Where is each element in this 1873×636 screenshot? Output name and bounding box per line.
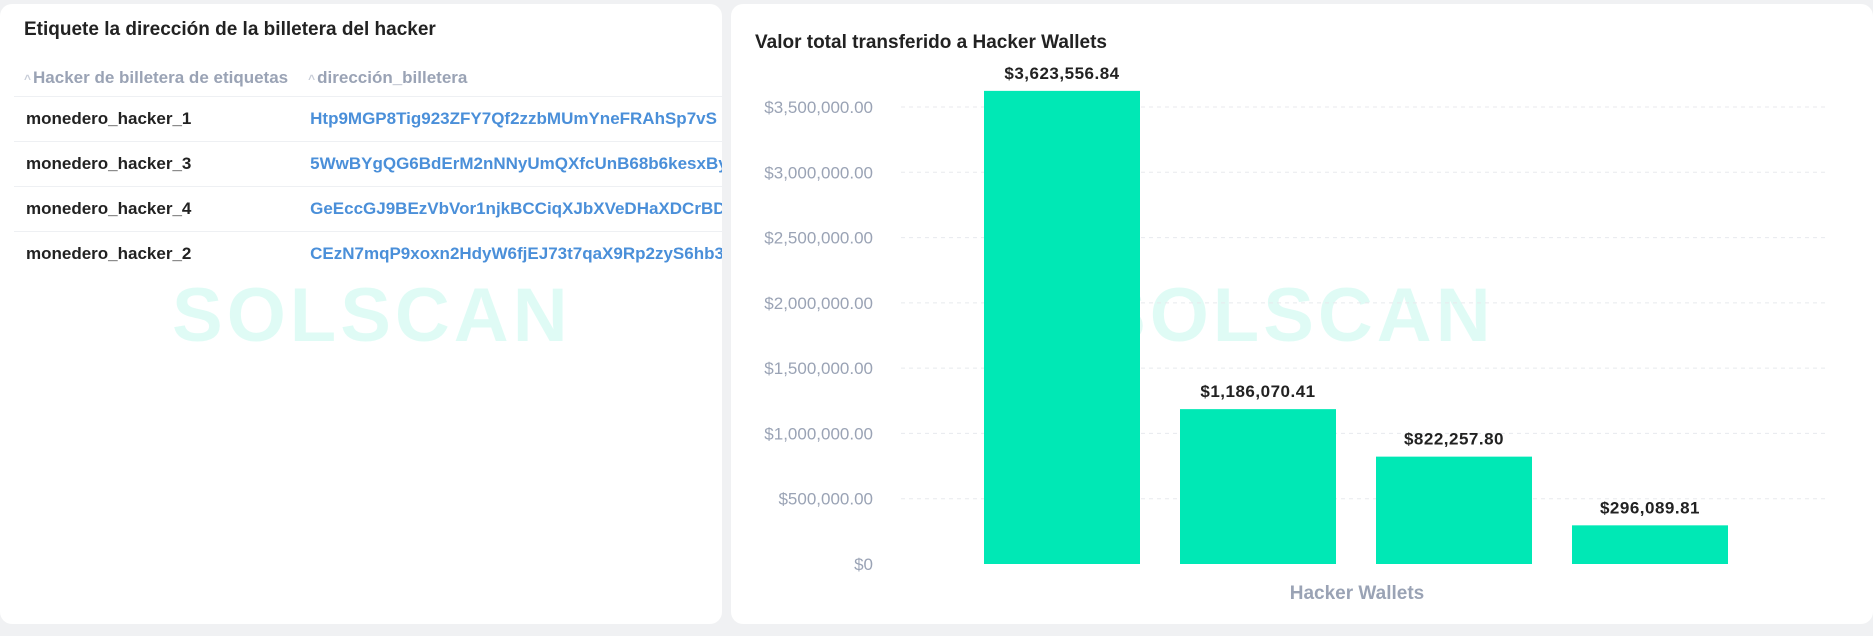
wallet-label: monedero_hacker_3 bbox=[14, 141, 299, 187]
bar-chart-panel: SOLSCAN Valor total transferido a Hacker… bbox=[731, 4, 1873, 624]
wallet-table-panel: SOLSCAN Etiquete la dirección de la bill… bbox=[0, 4, 722, 624]
wallet-address-link[interactable]: CEzN7mqP9xoxn2HdyW6fjEJ73t7qaX9Rp2zyS6hb… bbox=[298, 231, 722, 276]
solscan-watermark: SOLSCAN bbox=[172, 273, 572, 358]
table-header-row: ^ Hacker de billetera de etiquetas ^ direc… bbox=[14, 60, 722, 97]
wallet-address-link[interactable]: 5WwBYgQG6BdErM2nNNyUmQXfcUnB68b6kesxBy bbox=[298, 141, 722, 187]
wallet-label: monedero_hacker_1 bbox=[14, 96, 299, 142]
bar-data-label: $3,623,556.84 bbox=[1004, 64, 1119, 83]
bar-data-label: $822,257.80 bbox=[1404, 430, 1504, 449]
y-tick-label: $2,500,000.00 bbox=[764, 229, 873, 248]
column-header-label-text: Hacker de billetera de etiquetas bbox=[33, 68, 289, 87]
column-header-label[interactable]: ^ Hacker de billetera de etiquetas bbox=[14, 60, 298, 97]
y-tick-label: $3,500,000.00 bbox=[764, 98, 873, 117]
table-row: monedero_hacker_2 CEzN7mqP9xoxn2HdyW6fjE… bbox=[14, 231, 722, 276]
chart-title: Valor total transferido a Hacker Wallets bbox=[755, 32, 1107, 53]
wallet-address-link[interactable]: GeEccGJ9BEzVbVor1njkBCCiqXJbXVeDHaXDCrBD… bbox=[298, 186, 722, 232]
bar-data-label: $1,186,070.41 bbox=[1200, 382, 1315, 401]
wallet-label: monedero_hacker_4 bbox=[14, 186, 299, 232]
y-tick-label: $500,000.00 bbox=[778, 490, 873, 509]
wallet-address-link[interactable]: Htp9MGP8Tig923ZFY7Qf2zzbMUmYneFRAhSp7vS bbox=[298, 96, 722, 142]
bar-data-label: $296,089.81 bbox=[1600, 498, 1700, 517]
y-tick-label: $0 bbox=[854, 555, 873, 574]
table-row: monedero_hacker_3 5WwBYgQG6BdErM2nNNyUmQ… bbox=[14, 141, 722, 187]
table-panel-title: Etiquete la dirección de la billetera de… bbox=[24, 19, 436, 40]
column-header-address-text: dirección_billetera bbox=[317, 68, 468, 87]
wallet-table: ^ Hacker de billetera de etiquetas ^ direc… bbox=[14, 60, 722, 276]
table-row: monedero_hacker_4 GeEccGJ9BEzVbVor1njkBC… bbox=[14, 186, 722, 232]
y-tick-label: $1,000,000.00 bbox=[764, 424, 873, 443]
y-tick-label: $1,500,000.00 bbox=[764, 359, 873, 378]
table-row: monedero_hacker_1 Htp9MGP8Tig923ZFY7Qf2z… bbox=[14, 96, 722, 142]
y-tick-label: $3,000,000.00 bbox=[764, 163, 873, 182]
x-axis-label: Hacker Wallets bbox=[1290, 583, 1424, 604]
sort-up-icon[interactable]: ^ bbox=[24, 72, 32, 86]
wallet-label: monedero_hacker_2 bbox=[14, 231, 299, 276]
bar[interactable] bbox=[984, 90, 1140, 564]
column-header-address[interactable]: ^ dirección_billetera bbox=[298, 60, 722, 97]
sort-up-icon[interactable]: ^ bbox=[308, 72, 316, 86]
y-tick-label: $2,000,000.00 bbox=[764, 294, 873, 313]
bar[interactable] bbox=[1572, 525, 1728, 564]
bar-chart: $0 $500,000.00 $1,000,000.00 $1,500,000.00 $… bbox=[764, 64, 1826, 604]
bar[interactable] bbox=[1180, 409, 1336, 564]
bar[interactable] bbox=[1376, 456, 1532, 564]
